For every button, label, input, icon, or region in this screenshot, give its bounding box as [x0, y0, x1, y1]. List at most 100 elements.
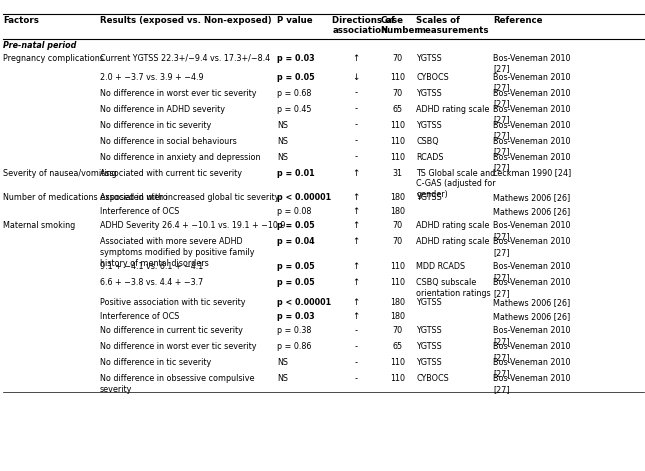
Text: Leckman 1990 [24]: Leckman 1990 [24]: [493, 169, 571, 178]
Text: Bos-Veneman 2010
[27]: Bos-Veneman 2010 [27]: [493, 326, 571, 346]
Text: p = 0.05: p = 0.05: [277, 278, 315, 287]
Text: 110: 110: [390, 137, 405, 146]
Text: NS: NS: [277, 137, 288, 146]
Text: p = 0.01: p = 0.01: [277, 169, 315, 178]
Text: 2.0 + −3.7 vs. 3.9 + −4.9: 2.0 + −3.7 vs. 3.9 + −4.9: [100, 73, 204, 81]
Text: p < 0.00001: p < 0.00001: [277, 298, 332, 307]
Text: Scales of
measurements: Scales of measurements: [416, 16, 488, 35]
Text: NS: NS: [277, 121, 288, 130]
Text: ↑: ↑: [352, 54, 359, 63]
Text: ↓: ↓: [352, 73, 359, 81]
Text: Associated with increased global tic severity: Associated with increased global tic sev…: [100, 193, 279, 202]
Text: Bos-Veneman 2010
[27]: Bos-Veneman 2010 [27]: [493, 54, 571, 73]
Text: YGTSS: YGTSS: [416, 326, 442, 335]
Text: ↑: ↑: [352, 312, 359, 321]
Text: 70: 70: [393, 89, 402, 97]
Text: Bos-Veneman 2010
[27]: Bos-Veneman 2010 [27]: [493, 105, 571, 124]
Text: RCADS: RCADS: [416, 153, 444, 162]
Text: No difference in ADHD severity: No difference in ADHD severity: [100, 105, 225, 114]
Text: -: -: [354, 358, 357, 367]
Text: No difference in tic severity: No difference in tic severity: [100, 121, 211, 130]
Text: Bos-Veneman 2010
[27]: Bos-Veneman 2010 [27]: [493, 278, 571, 298]
Text: 110: 110: [390, 262, 405, 271]
Text: -: -: [354, 342, 357, 351]
Text: Bos-Veneman 2010
[27]: Bos-Veneman 2010 [27]: [493, 137, 571, 156]
Text: -: -: [354, 374, 357, 383]
Text: p = 0.68: p = 0.68: [277, 89, 312, 97]
Text: ↑: ↑: [352, 278, 359, 287]
Text: 31: 31: [393, 169, 402, 178]
Text: TS Global scale and
C-GAS (adjusted for
gender): TS Global scale and C-GAS (adjusted for …: [416, 169, 495, 199]
Text: P value: P value: [277, 16, 313, 25]
Text: 70: 70: [393, 326, 402, 335]
Text: MDD RCADS: MDD RCADS: [416, 262, 465, 271]
Text: -: -: [354, 137, 357, 146]
Text: ADHD rating scale: ADHD rating scale: [416, 105, 490, 114]
Text: -: -: [354, 89, 357, 97]
Text: CSBQ: CSBQ: [416, 137, 439, 146]
Text: Mathews 2006 [26]: Mathews 2006 [26]: [493, 312, 571, 321]
Text: 180: 180: [390, 312, 405, 321]
Text: Bos-Veneman 2010
[27]: Bos-Veneman 2010 [27]: [493, 221, 571, 241]
Text: Associated with more severe ADHD
symptoms modified by positive family
history of: Associated with more severe ADHD symptom…: [100, 237, 255, 268]
Text: -: -: [354, 153, 357, 162]
Text: No difference in social behaviours: No difference in social behaviours: [100, 137, 237, 146]
Text: p = 0.05: p = 0.05: [277, 262, 315, 271]
Text: NS: NS: [277, 153, 288, 162]
Text: Reference: Reference: [493, 16, 543, 25]
Text: No difference in obsessive compulsive
severity: No difference in obsessive compulsive se…: [100, 374, 255, 394]
Text: Positive association with tic severity: Positive association with tic severity: [100, 298, 246, 307]
Text: ADHD rating scale: ADHD rating scale: [416, 237, 490, 246]
Text: Factors: Factors: [3, 16, 39, 25]
Text: p = 0.03: p = 0.03: [277, 54, 315, 63]
Text: Mathews 2006 [26]: Mathews 2006 [26]: [493, 193, 571, 202]
Text: 65: 65: [393, 342, 402, 351]
Text: p = 0.03: p = 0.03: [277, 312, 315, 321]
Text: ↑: ↑: [352, 262, 359, 271]
Text: 110: 110: [390, 358, 405, 367]
Text: 180: 180: [390, 207, 405, 216]
Text: Number of medications exposed in utero: Number of medications exposed in utero: [3, 193, 168, 202]
Text: ↑: ↑: [352, 298, 359, 307]
Text: Mathews 2006 [26]: Mathews 2006 [26]: [493, 298, 571, 307]
Text: ADHD Severity 26.4 + −10.1 vs. 19.1 + −10.9: ADHD Severity 26.4 + −10.1 vs. 19.1 + −1…: [100, 221, 286, 230]
Text: No difference in worst ever tic severity: No difference in worst ever tic severity: [100, 89, 257, 97]
Text: -: -: [354, 121, 357, 130]
Text: CYBOCS: CYBOCS: [416, 374, 449, 383]
Text: p = 0.45: p = 0.45: [277, 105, 312, 114]
Text: Case
Number: Case Number: [381, 16, 419, 35]
Text: No difference in worst ever tic severity: No difference in worst ever tic severity: [100, 342, 257, 351]
Text: p = 0.38: p = 0.38: [277, 326, 312, 335]
Text: Directions of
association: Directions of association: [332, 16, 395, 35]
Text: Maternal smoking: Maternal smoking: [3, 221, 75, 230]
Text: 180: 180: [390, 298, 405, 307]
Text: Current YGTSS 22.3+/−9.4 vs. 17.3+/−8.4: Current YGTSS 22.3+/−9.4 vs. 17.3+/−8.4: [100, 54, 270, 63]
Text: p = 0.05: p = 0.05: [277, 73, 315, 81]
Text: ↑: ↑: [352, 237, 359, 246]
Text: NS: NS: [277, 374, 288, 383]
Text: 6.6 + −3.8 vs. 4.4 + −3.7: 6.6 + −3.8 vs. 4.4 + −3.7: [100, 278, 203, 287]
Text: CSBQ subscale
orientation ratings: CSBQ subscale orientation ratings: [416, 278, 491, 298]
Text: p = 0.08: p = 0.08: [277, 207, 312, 216]
Text: YGTSS: YGTSS: [416, 342, 442, 351]
Text: CYBOCS: CYBOCS: [416, 73, 449, 81]
Text: p = 0.86: p = 0.86: [277, 342, 312, 351]
Text: p < 0.00001: p < 0.00001: [277, 193, 332, 202]
Text: YGTSS: YGTSS: [416, 358, 442, 367]
Text: 110: 110: [390, 73, 405, 81]
Text: -: -: [354, 105, 357, 114]
Text: 110: 110: [390, 121, 405, 130]
Text: Bos-Veneman 2010
[27]: Bos-Veneman 2010 [27]: [493, 73, 571, 92]
Text: Interference of OCS: Interference of OCS: [100, 207, 179, 216]
Text: Interference of OCS: Interference of OCS: [100, 312, 179, 321]
Text: YGTSS: YGTSS: [416, 298, 442, 307]
Text: Mathews 2006 [26]: Mathews 2006 [26]: [493, 207, 571, 216]
Text: Bos-Veneman 2010
[27]: Bos-Veneman 2010 [27]: [493, 121, 571, 140]
Text: YGTSS: YGTSS: [416, 89, 442, 97]
Text: 70: 70: [393, 221, 402, 230]
Text: Severity of nausea/vomiting: Severity of nausea/vomiting: [3, 169, 117, 178]
Text: p = 0.05: p = 0.05: [277, 221, 315, 230]
Text: ↑: ↑: [352, 221, 359, 230]
Text: Results (exposed vs. Non-exposed): Results (exposed vs. Non-exposed): [100, 16, 272, 25]
Text: Bos-Veneman 2010
[27]: Bos-Veneman 2010 [27]: [493, 89, 571, 108]
